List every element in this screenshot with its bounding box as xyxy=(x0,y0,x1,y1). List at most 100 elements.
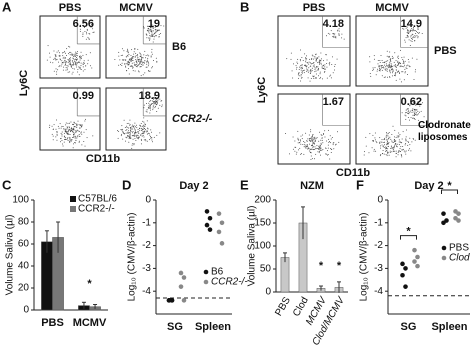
flow-dot xyxy=(133,51,135,53)
flow-dot xyxy=(75,58,77,60)
flow-dot xyxy=(299,66,301,68)
flow-dot xyxy=(414,30,416,32)
flow-dot xyxy=(151,27,153,29)
flow-dot xyxy=(63,132,65,134)
flow-dot xyxy=(415,30,417,32)
flow-dot xyxy=(405,142,407,144)
flow-dot xyxy=(65,54,67,56)
flow-dot xyxy=(78,67,80,69)
flow-dot xyxy=(157,29,159,31)
flow-dot xyxy=(382,66,384,68)
flow-dot xyxy=(67,61,69,63)
flow-dot xyxy=(311,138,313,140)
flow-dot xyxy=(300,135,302,137)
flow-dot xyxy=(74,62,76,64)
y-axis-label: Log₁₀ (CMV/β-actin) xyxy=(127,213,138,302)
legend-swatch xyxy=(70,206,76,212)
flow-dot xyxy=(85,38,87,40)
flow-dot xyxy=(65,122,67,124)
flow-dot xyxy=(372,134,374,136)
flow-dot xyxy=(51,133,53,135)
flow-dot xyxy=(53,50,55,52)
flow-dot xyxy=(374,67,376,69)
flow-dot xyxy=(72,64,74,66)
flow-dot xyxy=(149,134,151,136)
flow-dot xyxy=(132,143,134,145)
flow-dot xyxy=(394,140,396,142)
flow-dot xyxy=(296,151,298,153)
flow-dot xyxy=(73,128,75,130)
flow-dot xyxy=(373,58,375,60)
flow-dot xyxy=(405,140,407,142)
flow-dot xyxy=(131,144,133,146)
flow-dot xyxy=(396,65,398,67)
flow-dot xyxy=(392,57,394,59)
flow-dot xyxy=(79,59,81,61)
flow-dot xyxy=(142,61,144,63)
flow-dot xyxy=(413,138,415,140)
flow-dot xyxy=(82,70,84,72)
flow-dot xyxy=(316,67,318,69)
flow-dot xyxy=(405,109,407,111)
flow-dot xyxy=(398,72,400,74)
flow-dot xyxy=(404,39,406,41)
flow-dot xyxy=(83,62,85,64)
flow-dot xyxy=(143,132,145,134)
flow-dot xyxy=(64,137,66,139)
flow-dot xyxy=(125,132,127,134)
flow-dot xyxy=(329,33,331,35)
flow-dot xyxy=(384,64,386,66)
flow-dot xyxy=(139,61,141,63)
y-axis-label: Ly6C xyxy=(18,70,30,97)
flow-dot xyxy=(69,140,71,142)
flow-dot xyxy=(319,59,321,61)
flow-dot xyxy=(152,41,154,43)
y-tick-label: 0 xyxy=(145,195,151,206)
flow-dot xyxy=(64,50,66,52)
flow-dot xyxy=(125,129,127,131)
flow-dot xyxy=(77,136,79,138)
flow-dot xyxy=(73,68,75,70)
y-tick-label: 150 xyxy=(254,218,271,229)
flow-dot xyxy=(387,140,389,142)
flow-dot xyxy=(140,129,142,131)
flow-dot xyxy=(151,102,153,104)
flow-dot xyxy=(148,29,150,31)
flow-dot xyxy=(327,22,329,24)
flow-dot xyxy=(148,39,150,41)
flow-dot xyxy=(395,152,397,154)
flow-dot xyxy=(131,147,133,149)
y-axis-label: Log₁₀ (CMV/β-actin) xyxy=(359,213,370,302)
flow-dot xyxy=(63,66,65,68)
flow-dot xyxy=(67,134,69,136)
flow-dot xyxy=(66,139,68,141)
flow-dot xyxy=(155,103,157,105)
flow-dot xyxy=(401,156,403,158)
flow-dot xyxy=(311,70,313,72)
flow-dot xyxy=(148,63,150,65)
flow-dot xyxy=(316,57,318,59)
flow-dot xyxy=(387,133,389,135)
flow-dot xyxy=(336,58,338,60)
flow-dot xyxy=(147,57,149,59)
flow-dot xyxy=(419,111,421,113)
flow-dot xyxy=(58,66,60,68)
flow-dot xyxy=(411,38,413,40)
flow-dot xyxy=(399,66,401,68)
flow-dot xyxy=(331,148,333,150)
flow-dot xyxy=(320,142,322,144)
flow-dot xyxy=(330,148,332,150)
flow-dot xyxy=(68,129,70,131)
flow-dot xyxy=(382,145,384,147)
flow-dot xyxy=(386,68,388,70)
flow-dot xyxy=(398,149,400,151)
flow-dot xyxy=(144,127,146,129)
flow-dot xyxy=(72,131,74,133)
flow-dot xyxy=(152,107,154,109)
flow-dot xyxy=(391,69,393,71)
flow-dot xyxy=(128,73,130,75)
flow-dot xyxy=(302,59,304,61)
flow-plot xyxy=(355,15,429,87)
flow-dot xyxy=(421,33,423,35)
flow-dot xyxy=(69,57,71,59)
